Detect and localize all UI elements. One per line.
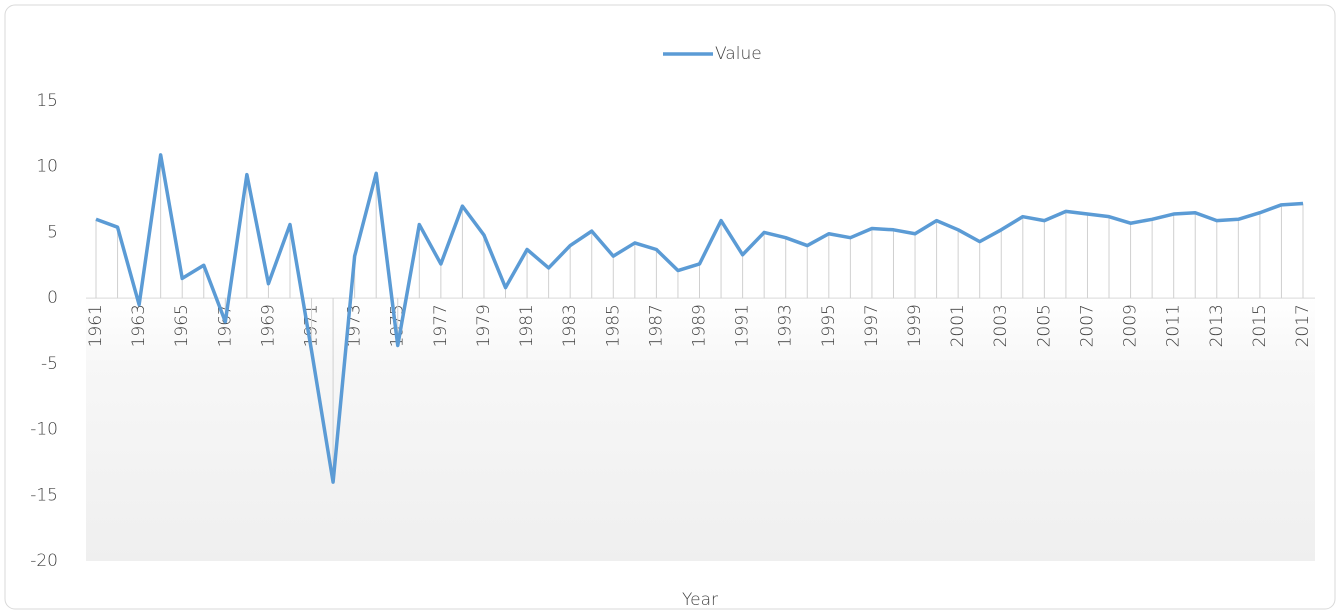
x-tick-label: 1979 [474, 304, 494, 347]
x-tick-label: 1963 [129, 304, 149, 347]
y-tick-label: -10 [30, 420, 58, 440]
x-tick-label: 1969 [258, 304, 278, 347]
series-line [95, 153, 1304, 484]
x-tick-label: 1977 [431, 304, 451, 347]
x-tick-label: 2001 [948, 304, 968, 347]
x-tick-label: 2011 [1164, 304, 1184, 347]
x-tick-label: 1991 [733, 304, 753, 347]
y-tick-label: 5 [47, 222, 58, 242]
y-tick-label: 0 [47, 288, 58, 308]
y-tick-label: 15 [36, 91, 58, 111]
x-tick-label: 1997 [862, 304, 882, 347]
x-tick-label: 2007 [1077, 304, 1097, 347]
x-tick-label: 1961 [86, 304, 106, 347]
x-tick-label: 1999 [905, 304, 925, 347]
x-axis-title: Year [682, 590, 718, 610]
plot-background [86, 298, 1315, 561]
y-tick-label: -20 [30, 551, 58, 571]
x-tick-label: 1981 [517, 304, 537, 347]
x-tick-label: 2005 [1034, 304, 1054, 347]
x-tick-label: 2003 [991, 304, 1011, 347]
x-tick-label: 1967 [215, 304, 235, 347]
x-tick-label: 1989 [690, 304, 710, 347]
x-tick-label: 1965 [172, 304, 192, 347]
x-tick-label: 2013 [1207, 304, 1227, 347]
x-tick-label: 1983 [560, 304, 580, 347]
x-tick-label: 1985 [603, 304, 623, 347]
x-tick-label: 1993 [776, 304, 796, 347]
x-tick-label: 1987 [646, 304, 666, 347]
x-tick-label: 2009 [1121, 304, 1141, 347]
x-tick-label: 1995 [819, 304, 839, 347]
legend-label: Value [715, 44, 762, 64]
y-tick-label: 10 [36, 157, 58, 177]
y-tick-label: -15 [30, 485, 58, 505]
y-tick-label: -5 [41, 354, 58, 374]
x-tick-label: 2015 [1250, 304, 1270, 347]
x-tick-label: 2017 [1293, 304, 1313, 347]
